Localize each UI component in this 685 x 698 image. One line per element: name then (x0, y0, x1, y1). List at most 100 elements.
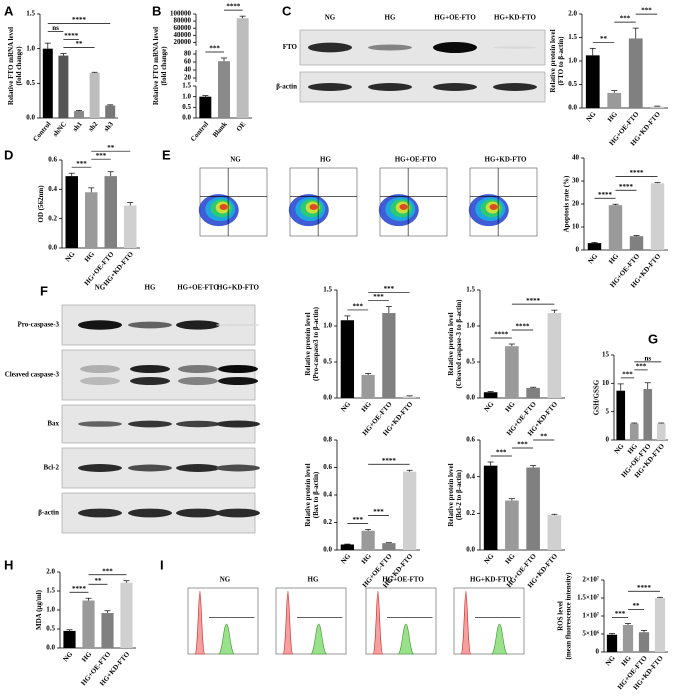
y-tick-label: 5×10⁶ (582, 630, 599, 638)
panel-label: B (152, 3, 161, 18)
y-tick-label: 10 (572, 223, 580, 231)
significance-label: **** (637, 584, 652, 592)
y-tick-label: 0.8 (323, 436, 332, 444)
panel-label: E (162, 147, 171, 162)
blot-band (308, 83, 352, 91)
significance-label: *** (102, 567, 113, 575)
y-tick-label: 0.0 (26, 114, 35, 122)
blot-column-label: HG+KD-FTO (217, 284, 260, 292)
blot-band (176, 320, 220, 330)
y-tick-label: 1.0 (26, 44, 35, 52)
blot-band (368, 44, 412, 51)
bar (361, 374, 375, 398)
blot-band (80, 377, 120, 385)
bar (650, 106, 665, 108)
y-tick-label: 2.0 (568, 10, 577, 18)
bar (587, 243, 602, 250)
panel-label: F (40, 283, 48, 298)
histogram-peak (372, 590, 384, 655)
flow-title: HG+KD-FTO (485, 156, 528, 164)
significance-label: **** (526, 297, 541, 305)
y-tick-label: 0.2 (323, 518, 332, 526)
y-axis-label: OD (562nm) (37, 185, 45, 223)
blot-band (78, 421, 122, 427)
y-tick-label: 2×10⁷ (582, 576, 599, 584)
blot-band (128, 321, 172, 329)
histogram-peak (218, 623, 235, 655)
bar (58, 55, 69, 118)
y-axis-label: (fold change) (15, 46, 23, 86)
blot-band (176, 420, 220, 428)
bar (616, 390, 626, 440)
y-tick-label: 40 (572, 154, 580, 162)
y-tick-label: 0.5 (466, 358, 475, 366)
bar (547, 313, 562, 398)
blot-band (368, 83, 412, 91)
bar (629, 236, 644, 250)
blot-column-label: HG+OE-FTO (434, 14, 476, 22)
y-axis-label: Apoptosis rate (%) (562, 175, 570, 232)
bar (622, 625, 634, 652)
blot-band (216, 420, 260, 428)
y-tick-label: 0.4 (466, 472, 475, 480)
bar (104, 176, 117, 248)
y-tick-label: 0.0 (46, 644, 55, 652)
bar (105, 105, 116, 118)
y-tick-label: 0.4 (323, 491, 332, 499)
bar (42, 48, 53, 118)
blot-column-label: NG (325, 14, 336, 22)
y-axis-label: Relative protein level (447, 312, 455, 375)
y-axis-label: (fold change) (160, 46, 168, 86)
y-tick-label: 20 (184, 74, 192, 82)
y-tick-label: 1.0 (182, 92, 191, 100)
y-tick-label: 30 (572, 177, 580, 185)
blot-band (78, 464, 122, 472)
blot-strip (61, 349, 256, 401)
y-axis-label: (Pro-caspase3 to β-actin) (312, 306, 320, 381)
significance-label: **** (382, 457, 397, 465)
y-tick-label: 60000 (174, 24, 192, 32)
bar (483, 465, 498, 550)
y-tick-label: 1.5 (466, 286, 475, 294)
y-tick-label: 0.6 (466, 436, 475, 444)
histogram-peak (460, 590, 472, 655)
y-tick-label: 20000 (174, 38, 192, 46)
bar (82, 600, 95, 648)
significance-label: **** (619, 183, 634, 191)
blot-band (130, 377, 170, 385)
flow-title: NG (220, 576, 231, 584)
bar (654, 598, 666, 652)
bar (63, 630, 76, 648)
y-tick-label: 1.5 (182, 82, 191, 90)
significance-label: *** (620, 15, 631, 23)
blot-band (128, 508, 172, 518)
blot-band (433, 83, 477, 91)
y-axis-label: GSH/GSSG (592, 379, 600, 415)
y-tick-label: 1.0 (568, 57, 577, 65)
significance-label: ** (633, 602, 641, 610)
y-tick-label: 15 (602, 351, 610, 359)
y-tick-label: 0 (596, 648, 600, 656)
y-axis-label: (Bcl-2 to β-actin) (455, 469, 463, 520)
y-tick-label: 1.5 (46, 587, 55, 595)
y-tick-label: 1.5 (26, 10, 35, 18)
significance-label: **** (72, 16, 87, 24)
bar (101, 613, 114, 648)
flow-title: HG (308, 576, 319, 584)
y-axis-label: (Bax to β-actin) (312, 471, 320, 518)
significance-label: ** (600, 35, 608, 43)
y-axis-label: MDA (μg/ml) (35, 589, 43, 630)
y-tick-label: 0.5 (323, 358, 332, 366)
bar (606, 634, 618, 652)
significance-label: **** (630, 169, 645, 177)
y-tick-label: 40000 (174, 31, 192, 39)
bar (74, 111, 84, 118)
significance-label: *** (209, 45, 220, 53)
y-tick-label: 0.4 (48, 185, 57, 193)
bar (361, 530, 375, 550)
blot-row-label: FTO (283, 43, 298, 51)
y-tick-label: 0.2 (466, 509, 475, 517)
y-tick-label: 0.5 (568, 80, 577, 88)
